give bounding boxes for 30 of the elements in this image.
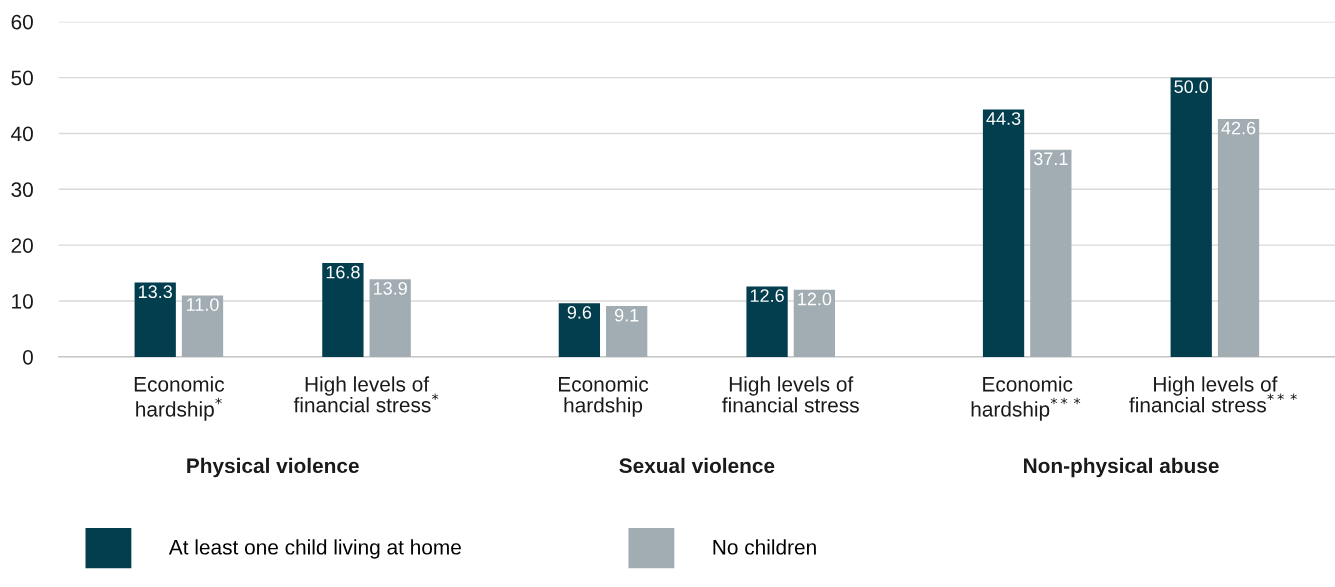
y-tick-label: 30 bbox=[11, 182, 33, 198]
y-tick-label: 20 bbox=[11, 238, 33, 253]
data-label: 16.8 bbox=[326, 265, 360, 279]
text: Non-physical abuse bbox=[1024, 457, 1219, 478]
y-tick-label: 50 bbox=[11, 70, 33, 86]
data-label: 13.3 bbox=[139, 285, 172, 299]
x-tick-label: Economic hardship$^{*}$ bbox=[134, 376, 225, 421]
x-tick-label: Economic hardship bbox=[559, 376, 649, 417]
y-tick-label: 60 bbox=[11, 14, 33, 30]
data-label: 13.9 bbox=[374, 281, 407, 295]
data-label: 11.0 bbox=[186, 298, 219, 311]
y-tick-label: 40 bbox=[11, 126, 33, 142]
x-tick-label: High levels of financial stress bbox=[722, 376, 859, 413]
text: Sexual violence bbox=[619, 457, 775, 474]
legend-label: No children bbox=[713, 539, 816, 555]
x-tick-label: High levels of financial stress$^{***}$ bbox=[1129, 376, 1297, 413]
data-label: 9.6 bbox=[567, 305, 592, 319]
data-label: 50.0 bbox=[1174, 80, 1209, 94]
y-tick-label: 10 bbox=[12, 294, 33, 309]
data-label: 37.1 bbox=[1033, 152, 1068, 166]
x-tick-label: High levels of financial stress$^{*}$ bbox=[293, 376, 439, 413]
data-label: 44.3 bbox=[986, 112, 1021, 125]
x-tick-label: Economic hardship$^{***}$ bbox=[971, 376, 1081, 421]
legend-label: At least one child living at home bbox=[168, 539, 461, 559]
data-label: 12.0 bbox=[798, 292, 832, 306]
data-label: 42.6 bbox=[1221, 121, 1256, 135]
data-label: 9.1 bbox=[614, 308, 639, 322]
data-label: 12.6 bbox=[750, 289, 784, 303]
y-tick-label: 0 bbox=[22, 349, 33, 365]
text: Physical violence bbox=[187, 457, 359, 478]
